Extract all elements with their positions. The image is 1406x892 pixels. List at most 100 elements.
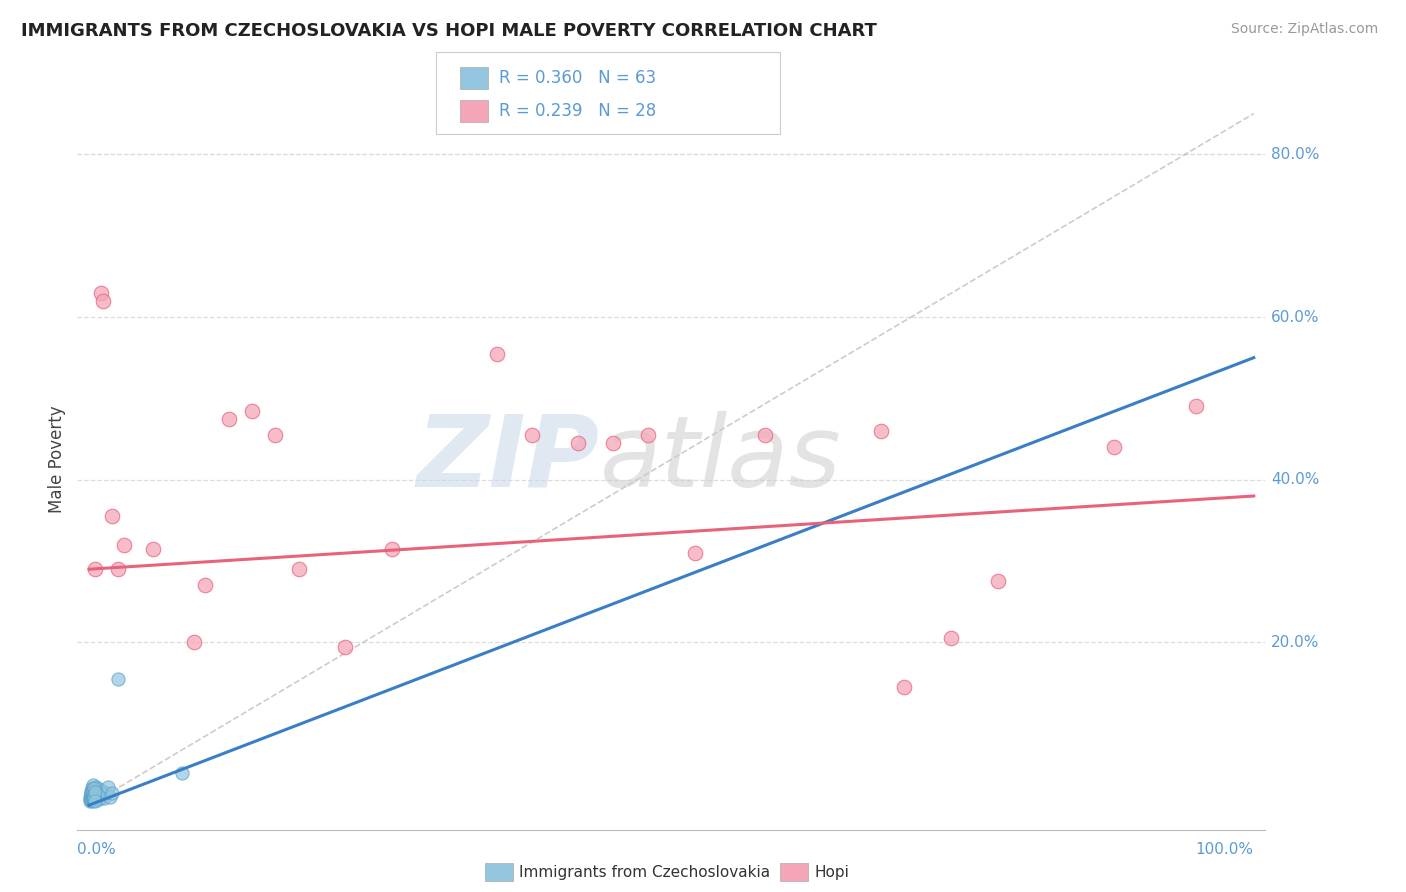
Point <box>1184 400 1206 414</box>
Point <box>86 789 108 803</box>
Point <box>80 781 103 796</box>
Text: 80.0%: 80.0% <box>1271 147 1320 161</box>
Point <box>91 789 114 803</box>
Point <box>90 285 112 300</box>
Point <box>83 788 105 802</box>
Point <box>83 789 105 803</box>
Point <box>97 780 120 795</box>
Point <box>80 790 103 805</box>
Y-axis label: Male Poverty: Male Poverty <box>48 406 66 513</box>
Point <box>86 786 108 800</box>
Point <box>86 790 108 805</box>
Point <box>84 791 107 805</box>
Point <box>83 792 105 806</box>
Text: 20.0%: 20.0% <box>1271 635 1320 650</box>
Point <box>870 424 893 438</box>
Text: IMMIGRANTS FROM CZECHOSLOVAKIA VS HOPI MALE POVERTY CORRELATION CHART: IMMIGRANTS FROM CZECHOSLOVAKIA VS HOPI M… <box>21 22 877 40</box>
Point <box>112 538 135 552</box>
Point <box>83 793 105 807</box>
Point <box>79 794 101 808</box>
Point <box>82 790 104 805</box>
Point <box>80 786 103 800</box>
Point <box>93 790 115 805</box>
Point <box>194 578 217 592</box>
Text: Immigrants from Czechoslovakia: Immigrants from Czechoslovakia <box>519 865 770 880</box>
Point <box>87 790 110 805</box>
Point <box>98 790 121 805</box>
Point <box>893 680 915 694</box>
Point <box>82 790 104 805</box>
Point <box>90 790 112 805</box>
Point <box>84 783 107 797</box>
Text: 100.0%: 100.0% <box>1195 842 1254 856</box>
Point <box>83 786 105 800</box>
Point <box>80 789 103 804</box>
Text: 0.0%: 0.0% <box>77 842 117 856</box>
Point <box>986 574 1008 589</box>
Point <box>82 783 104 797</box>
Text: R = 0.239   N = 28: R = 0.239 N = 28 <box>499 102 657 120</box>
Point <box>82 785 104 799</box>
Point <box>82 788 104 802</box>
Point <box>82 793 104 807</box>
Point <box>381 541 404 556</box>
Text: Hopi: Hopi <box>814 865 849 880</box>
Point <box>79 791 101 805</box>
Point <box>83 791 105 805</box>
Point <box>240 403 263 417</box>
Point <box>287 562 309 576</box>
Point <box>90 783 112 797</box>
Text: 40.0%: 40.0% <box>1271 472 1320 487</box>
Point <box>80 780 103 795</box>
Point <box>80 791 103 805</box>
Point <box>79 788 101 802</box>
Point <box>83 792 105 806</box>
Point <box>754 428 776 442</box>
Point <box>82 778 104 792</box>
Point <box>91 293 114 308</box>
Point <box>83 562 105 576</box>
Point <box>101 509 124 524</box>
Point <box>485 346 508 360</box>
Point <box>80 789 103 803</box>
Point <box>86 784 108 798</box>
Point <box>83 785 105 799</box>
Point <box>183 635 205 649</box>
Point <box>1102 440 1125 454</box>
Point <box>79 790 101 805</box>
Point <box>101 786 124 800</box>
Point <box>107 672 129 686</box>
Point <box>84 790 107 805</box>
Point <box>82 790 104 805</box>
Point <box>83 780 105 795</box>
Point <box>89 786 111 800</box>
Point <box>82 791 104 805</box>
Point <box>939 632 962 646</box>
Point <box>84 794 107 808</box>
Point <box>107 562 129 576</box>
Point <box>264 428 287 442</box>
Point <box>172 765 194 780</box>
Point <box>83 786 105 800</box>
Text: Source: ZipAtlas.com: Source: ZipAtlas.com <box>1230 22 1378 37</box>
Point <box>80 787 103 801</box>
Text: R = 0.360   N = 63: R = 0.360 N = 63 <box>499 70 657 87</box>
Point <box>520 428 543 442</box>
Point <box>84 780 107 795</box>
Point <box>87 781 110 796</box>
Point <box>683 546 706 560</box>
Point <box>89 792 111 806</box>
Point <box>82 794 104 808</box>
Point <box>83 790 105 805</box>
Point <box>96 786 118 800</box>
Point <box>637 428 659 442</box>
Text: 60.0%: 60.0% <box>1271 310 1320 325</box>
Point <box>80 792 103 806</box>
Point <box>80 793 103 807</box>
Point <box>80 790 103 805</box>
Text: ZIP: ZIP <box>418 411 600 508</box>
Point <box>335 640 357 654</box>
Point <box>602 436 624 450</box>
Point <box>567 436 589 450</box>
Point <box>82 789 104 803</box>
